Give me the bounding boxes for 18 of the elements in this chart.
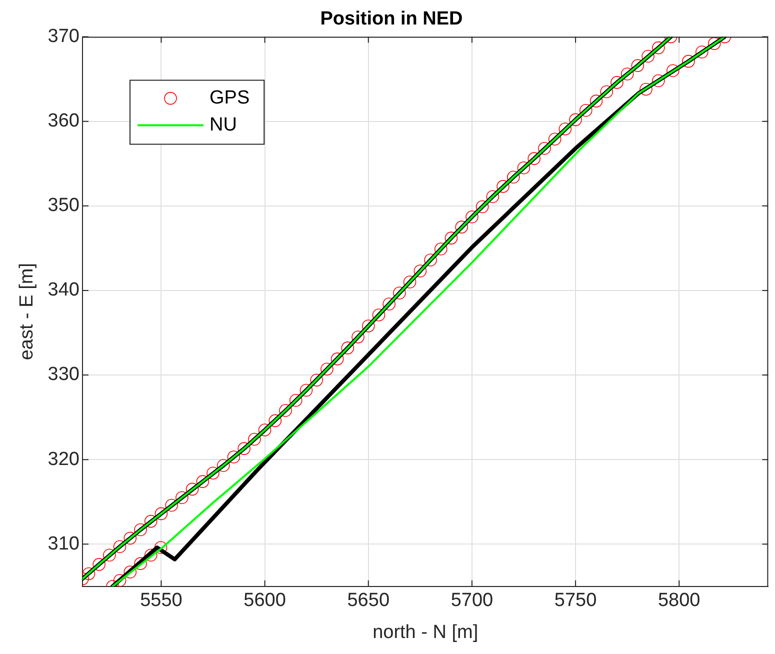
legend-label: GPS (210, 88, 250, 109)
y-tick-label: 330 (48, 364, 80, 386)
y-tick-label: 350 (48, 195, 80, 216)
legend-label: NU (210, 114, 237, 136)
x-tick-label: 5600 (244, 590, 286, 612)
y-axis-title: east - E [m] (16, 263, 38, 360)
chart-title: Position in NED (320, 8, 463, 30)
x-tick-label: 5750 (554, 590, 597, 612)
x-tick-label: 5650 (347, 590, 390, 612)
y-tick-label: 360 (48, 110, 80, 132)
x-tick-label: 5550 (140, 590, 182, 612)
y-tick-label: 370 (48, 26, 80, 48)
x-tick-label: 5700 (450, 590, 494, 612)
x-axis-title: north - N [m] (372, 622, 478, 643)
y-tick-label: 310 (48, 533, 80, 554)
x-tick-label: 5800 (658, 590, 700, 612)
y-tick-label: 340 (48, 280, 80, 301)
y-tick-label: 320 (48, 448, 80, 470)
